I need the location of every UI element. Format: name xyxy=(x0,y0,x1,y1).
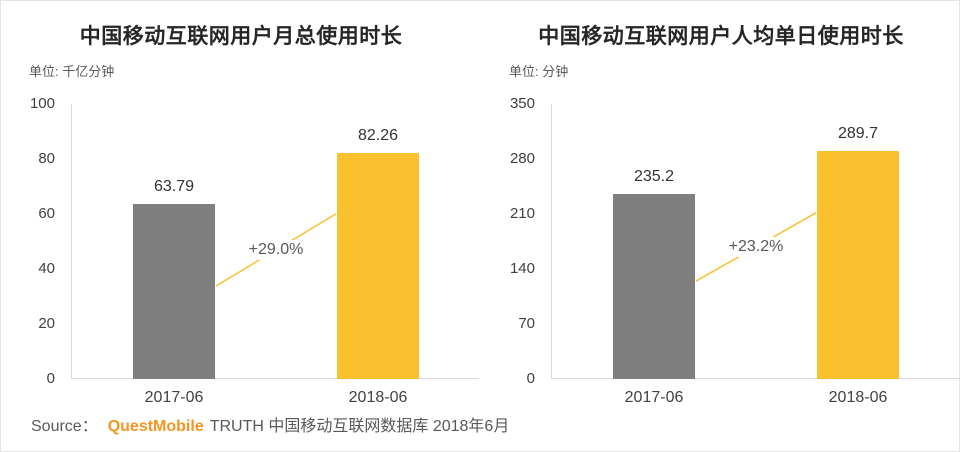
y-tick-label: 20 xyxy=(38,315,55,332)
growth-connector-line xyxy=(695,212,817,282)
growth-connector-line xyxy=(215,213,337,287)
bar-2017-06 xyxy=(613,194,695,379)
y-tick-label: 70 xyxy=(518,315,535,332)
growth-percent-label: +23.2% xyxy=(724,236,788,257)
bar-value-label: 63.79 xyxy=(153,177,195,195)
plot-area-monthly-total: 0 20 40 60 80 100 63.79 2017-06 82.26 2018-06 +29.… xyxy=(1,95,481,406)
chart-title-monthly-total: 中国移动互联网用户月总使用时长 xyxy=(79,25,403,48)
y-tick-label: 350 xyxy=(509,95,535,112)
chart-panel-monthly-total-usage: 中国移动互联网用户月总使用时长 单位: 千亿分钟 0 20 40 60 80 100 63.… xyxy=(1,1,481,411)
bar-2018-06 xyxy=(337,152,419,379)
y-tick-label: 100 xyxy=(29,95,55,112)
bar-2018-06 xyxy=(817,151,899,379)
unit-label-monthly-total: 单位: 千亿分钟 xyxy=(29,64,115,79)
y-tick-label: 280 xyxy=(509,150,535,167)
chart-title-daily-per-capita: 中国移动互联网用户人均单日使用时长 xyxy=(538,25,904,48)
x-axis-line xyxy=(71,378,479,379)
x-category-label: 2018-06 xyxy=(348,389,408,406)
chart-panel-daily-per-capita-usage: 中国移动互联网用户人均单日使用时长 单位: 分钟 0 70 140 210 280 350… xyxy=(481,1,959,411)
bar-value-label: 82.26 xyxy=(357,126,399,144)
y-tick-label: 0 xyxy=(526,370,535,387)
plot-area-daily-per-capita: 0 70 140 210 280 350 235.2 2017-06 289.7 2018-06 +… xyxy=(481,95,959,406)
source-label: Source： xyxy=(31,418,98,435)
y-axis-line xyxy=(551,104,552,379)
growth-percent-label: +29.0% xyxy=(244,239,308,260)
x-category-label: 2017-06 xyxy=(624,389,684,406)
y-tick-label: 60 xyxy=(38,205,55,222)
y-tick-label: 80 xyxy=(38,150,55,167)
source-database-text: TRUTH 中国移动互联网数据库 2018年6月 xyxy=(209,418,510,435)
source-line: Source： QuestMobile TRUTH 中国移动互联网数据库 2018年… xyxy=(31,416,509,438)
y-tick-label: 40 xyxy=(38,260,55,277)
bar-value-label: 235.2 xyxy=(633,168,675,186)
unit-label-daily-per-capita: 单位: 分钟 xyxy=(509,64,569,79)
x-category-label: 2017-06 xyxy=(144,389,204,406)
y-tick-label: 0 xyxy=(46,370,55,387)
bar-value-label: 289.7 xyxy=(837,125,879,143)
x-axis-line xyxy=(551,378,959,379)
y-tick-label: 140 xyxy=(509,260,535,277)
questmobile-brand-text: QuestMobile xyxy=(107,418,204,435)
y-axis-line xyxy=(71,104,72,379)
x-category-label: 2018-06 xyxy=(828,389,888,406)
y-tick-label: 210 xyxy=(509,205,535,222)
bar-2017-06 xyxy=(133,203,215,379)
